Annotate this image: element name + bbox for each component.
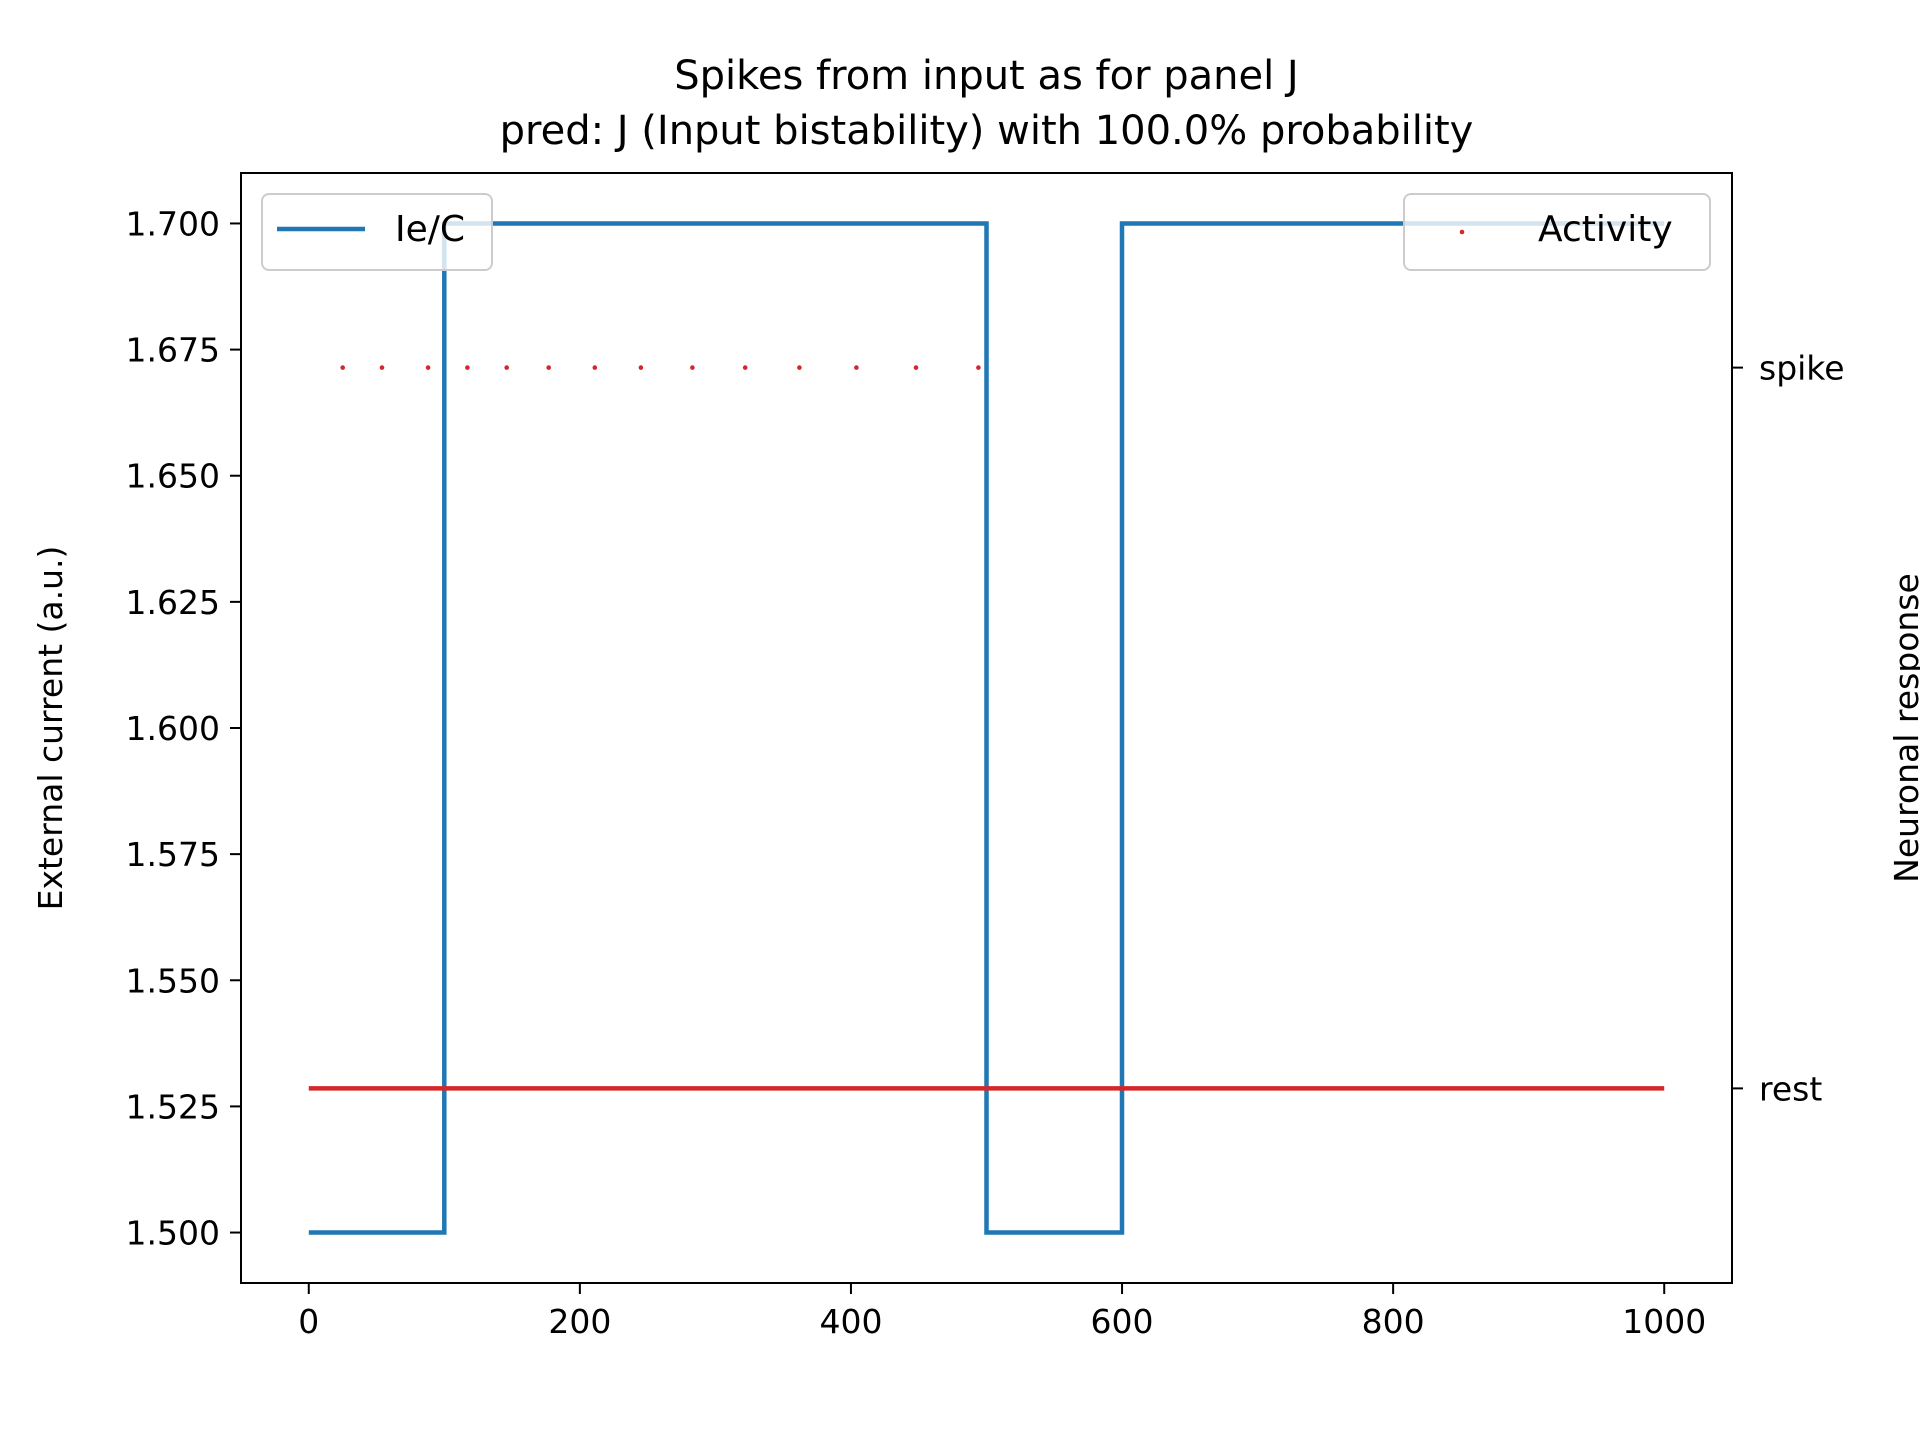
y2-tick-label-0: rest	[1759, 1069, 1822, 1108]
x-tick-label-3: 600	[1091, 1302, 1154, 1341]
legends: Ie/C Activity	[261, 193, 1711, 271]
y-tick-label-8: 1.700	[126, 204, 220, 243]
activity-spike-point-2	[425, 365, 431, 370]
activity-spike-point-1	[379, 365, 385, 370]
y-tick-label-4: 1.600	[126, 709, 220, 748]
activity-spike-point-11	[854, 365, 859, 370]
legend-swatch-activity	[1459, 229, 1465, 235]
series-line-ie-c	[308, 221, 1665, 1235]
y-tick-label-3: 1.575	[126, 835, 220, 874]
x-tick-label-0: 0	[298, 1302, 319, 1341]
y-tick-label-1: 1.525	[126, 1087, 220, 1126]
y2-axis-label: Neuronal response	[1887, 573, 1920, 883]
y-tick-label-2: 1.550	[126, 961, 220, 1000]
y-axis-label: External current (a.u.)	[31, 546, 70, 911]
activity-spike-point-9	[742, 365, 748, 370]
activity-spike-point-0	[340, 365, 346, 370]
legend-box-ie-c	[261, 193, 493, 271]
y-tick-label-6: 1.650	[126, 457, 220, 496]
activity-spike-point-5	[546, 365, 551, 370]
x-tick-label-4: 800	[1362, 1302, 1425, 1341]
y-tick-label-5: 1.625	[126, 583, 220, 622]
activity-spike-point-10	[797, 365, 802, 370]
activity-spike-point-7	[638, 365, 644, 370]
activity-spike-point-6	[592, 365, 598, 370]
y-tick-label-0: 1.500	[126, 1214, 220, 1253]
x-tick-label-5: 1000	[1622, 1302, 1706, 1341]
activity-spike-point-12	[913, 365, 919, 370]
activity-spike-point-3	[465, 365, 470, 370]
y-tick-label-7: 1.675	[126, 331, 220, 370]
activity-spike-point-4	[504, 365, 510, 370]
chart-title: Spikes from input as for panel J	[674, 53, 1298, 99]
x-tick-label-1: 200	[548, 1302, 611, 1341]
activity-spike-point-13	[976, 365, 981, 370]
y2-tick-label-1: spike	[1759, 349, 1845, 388]
legend-box-activity	[1403, 193, 1711, 271]
chart-subtitle: pred: J (Input bistability) with 100.0% …	[500, 108, 1474, 154]
x-tick-label-2: 400	[819, 1302, 882, 1341]
plot-marks	[308, 221, 1665, 1235]
activity-spike-point-8	[690, 365, 695, 370]
axes: 0 200 400 600 800 1000 1.500 1.525 1.550 1.575 1.6…	[126, 172, 1845, 1341]
legend-label-ie-c: Ie/C	[395, 209, 465, 250]
legend-label-activity: Activity	[1538, 209, 1673, 250]
